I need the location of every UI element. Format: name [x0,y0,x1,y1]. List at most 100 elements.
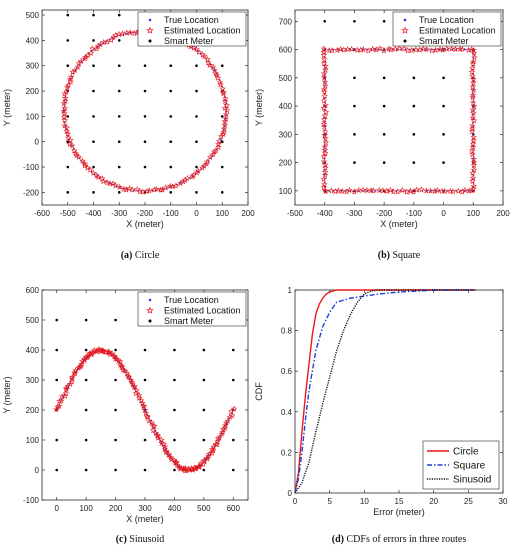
y-tick-label: 300 [279,130,293,139]
y-axis-label: CDF [254,382,264,401]
estimated-location-point [129,380,136,387]
estimated-location-point [369,187,377,194]
estimated-location-point [322,135,329,142]
smart-meter-point [442,133,445,136]
caption-letter: (d) [332,534,344,545]
estimated-location-point [103,179,111,186]
x-tick-label: 10 [360,497,369,506]
estimated-location-point [322,139,330,146]
x-tick-label: 5 [327,497,332,506]
estimated-location-point [322,161,329,168]
estimated-location-point [403,188,411,195]
x-tick-label: -400 [317,209,334,218]
estimated-location-point [118,363,126,370]
x-tick-label: 100 [79,504,93,513]
x-tick-label: 0 [293,497,298,506]
smart-meter-point [169,140,173,143]
estimated-location-point [219,429,226,436]
estimated-location-point [322,62,329,70]
estimated-location-point [204,158,211,165]
estimated-location-point [162,448,170,455]
estimated-location-point [79,157,86,164]
y-tick-label: 0.6 [281,367,293,376]
estimated-location-point [320,104,328,111]
estimated-location-point [90,169,97,176]
legend-label: Estimated Location [419,26,496,36]
estimated-location-point [140,402,147,409]
estimated-location-point [119,30,126,37]
estimated-location-point [470,49,478,56]
legend-label: Smart Meter [164,316,214,326]
estimated-location-point [216,78,224,86]
legend-box [137,11,247,47]
estimated-location-point [60,100,68,107]
estimated-location-point [322,187,329,194]
caption-text: Circle [135,250,160,261]
smart-meter-point [202,348,206,352]
caption-letter: (c) [116,534,127,545]
caption-text: CDFs of errors in three routes [347,534,467,545]
smart-meter-point [412,133,416,136]
estimated-location-point [470,155,477,162]
estimated-location-point [220,128,227,136]
x-tick-label: 15 [395,497,404,506]
x-tick-label: 200 [109,504,123,513]
x-tick-label: -300 [111,209,128,218]
true-location-point [323,80,326,83]
legend: Circle Square Sinusoid [422,440,500,490]
estimated-location-point [133,386,140,394]
estimated-location-point [184,174,191,182]
smart-meter-point [66,140,70,143]
smart-meter-point [173,438,176,442]
smart-meter-point [412,161,416,164]
estimated-location-point [230,405,238,412]
estimated-location-point [332,188,339,195]
x-tick-label: 600 [227,504,241,513]
legend-estimated-marker [146,306,154,314]
x-tick-label: 20 [429,497,438,506]
smart-meter-point [382,20,386,23]
y-tick-label: 200 [26,87,40,96]
legend-label: True Location [419,15,474,25]
estimated-location-point [328,187,335,194]
estimated-location-point [221,95,229,102]
estimated-location-point [432,46,439,53]
estimated-location-point [469,72,476,79]
estimated-location-point [55,402,63,409]
estimated-location-point [122,186,130,193]
smart-meter-point [195,64,198,68]
estimated-location-point [469,58,477,65]
y-axis-label: Y (meter) [2,376,12,413]
estimated-location-point [209,63,217,70]
estimated-location-point [436,45,444,53]
estimated-location-point [125,373,133,380]
smart-meter-point [169,165,173,169]
y-tick-label: 0 [288,489,293,498]
y-tick-label: 100 [26,436,40,445]
true-location-point [468,189,470,192]
estimated-location-point [223,102,231,109]
smart-meter-point [92,115,95,118]
estimated-location-point [420,45,427,52]
estimated-location-point [224,417,232,424]
legend-meter-marker [403,39,407,43]
estimated-location-point [469,94,477,101]
estimated-location-point [320,120,328,127]
true-location-point [213,69,216,72]
estimated-location-point [62,97,69,104]
y-tick-label: 100 [279,187,293,196]
estimated-location-point [391,45,399,52]
estimated-location-point [144,413,151,420]
y-tick-label: 600 [26,286,40,295]
y-tick-label: 300 [26,376,40,385]
estimated-location-point [220,130,227,137]
estimated-location-point [60,107,68,114]
estimated-location-point [135,394,143,401]
caption-letter: (a) [121,250,133,261]
estimated-location-point [335,187,342,194]
estimated-location-point [116,183,123,190]
estimated-location-point [63,128,70,135]
smart-meter-point [114,318,117,322]
estimated-location-point [471,54,478,61]
y-tick-label: 0.8 [281,327,293,336]
